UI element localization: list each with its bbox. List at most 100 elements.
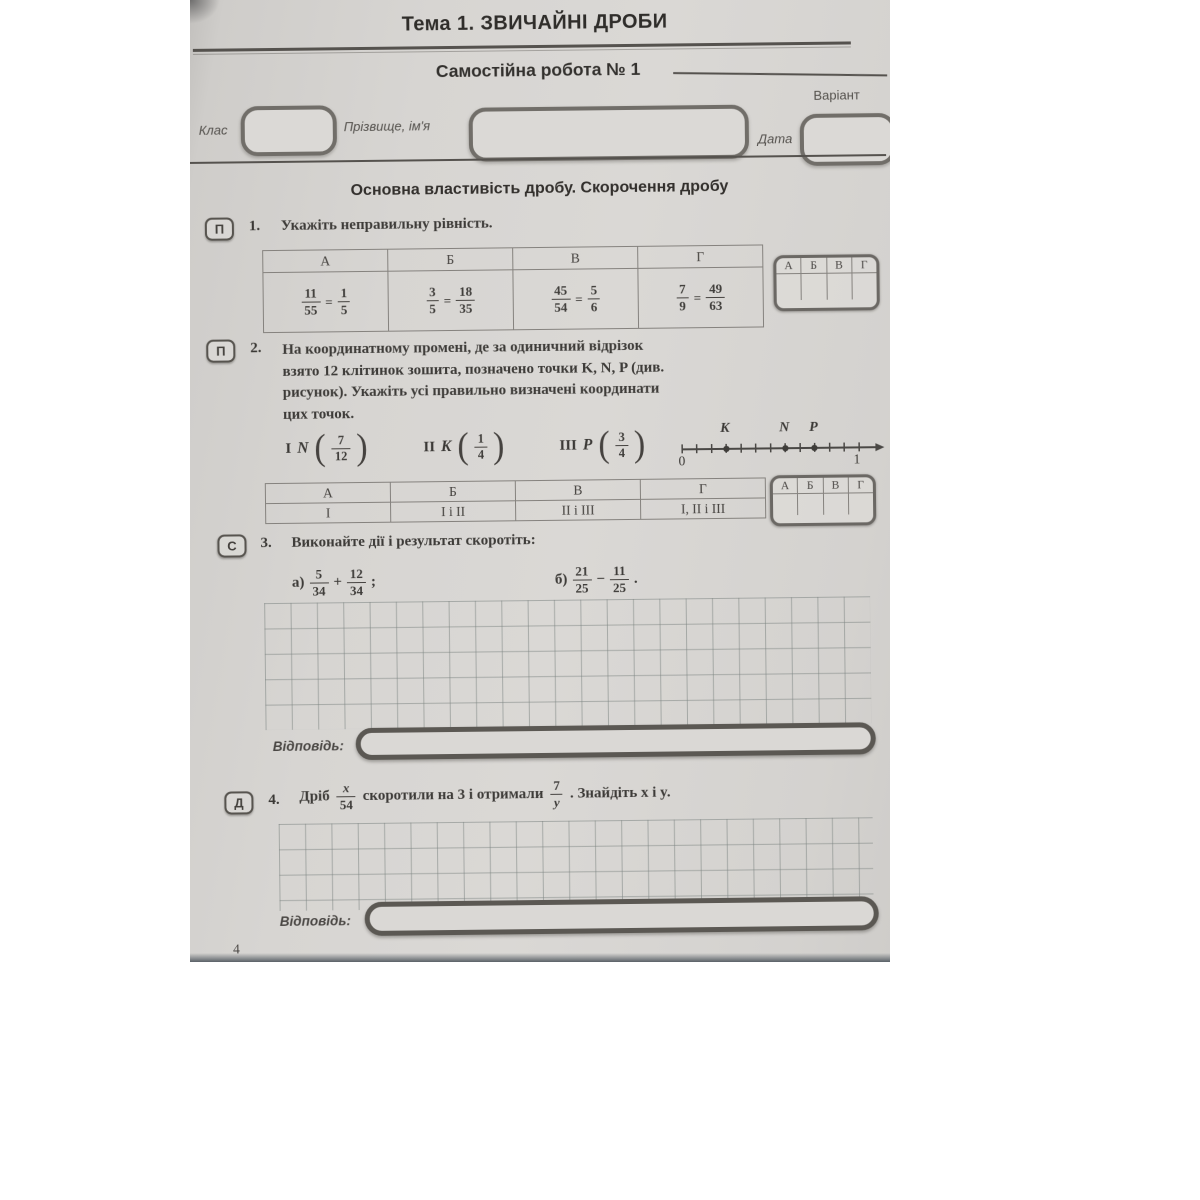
task2-option-v: II і III	[515, 499, 641, 521]
den: 12	[331, 447, 351, 464]
class-input-box[interactable]	[240, 105, 338, 157]
fraction: 11 55	[301, 285, 321, 319]
point-N-dot	[782, 445, 788, 451]
point-label: P	[582, 436, 593, 454]
grid-letter-b: Б	[801, 257, 827, 274]
task1-answer-cell-v[interactable]	[826, 273, 853, 300]
point-N-label: N	[779, 420, 790, 436]
task4-answer-label: Відповідь:	[279, 913, 351, 929]
den: 35	[456, 299, 476, 317]
den: 6	[587, 298, 601, 316]
num: 3	[618, 429, 625, 444]
task4-text-mid: скоротили на 3 і отримали	[362, 785, 544, 804]
task3-answer-box[interactable]	[355, 722, 876, 761]
task3-answer-label: Відповідь:	[272, 738, 344, 755]
task1-answer-cell-a[interactable]	[776, 274, 802, 301]
date-input-box[interactable]	[799, 112, 890, 167]
task3-number: 3.	[260, 535, 272, 552]
period: .	[633, 570, 638, 587]
fraction: 45 54	[551, 282, 571, 316]
num: 7	[679, 281, 686, 297]
num: 45	[554, 282, 568, 298]
ray-arrow	[875, 442, 885, 451]
num: 11	[613, 562, 626, 578]
task2-col-b: Б	[390, 480, 516, 503]
equals-sign: =	[693, 289, 702, 305]
num: 1	[340, 285, 348, 301]
den: 63	[706, 296, 726, 315]
task2-col-g: Г	[640, 477, 766, 500]
grid-letter-a: А	[772, 478, 799, 494]
name-label: Прізвище, ім'я	[343, 118, 431, 135]
ray-zero-label: 0	[678, 453, 686, 469]
task4-text-end: . Знайдіть x і y.	[569, 784, 671, 802]
semicolon: ;	[370, 573, 377, 590]
task2-number: 2.	[250, 340, 262, 357]
minus-sign: −	[596, 570, 606, 587]
roman-numeral: III	[559, 437, 577, 454]
section-title: Основна властивість дробу. Скорочення др…	[350, 177, 729, 200]
den: 34	[309, 581, 329, 600]
task1-col-b: Б	[387, 247, 513, 272]
task2-col-v: В	[515, 479, 641, 501]
task2-options-table: А Б В Г I I і II II і III I, II і III	[265, 477, 766, 524]
task2-answer-cell-v[interactable]	[823, 493, 849, 515]
den: 54	[551, 298, 571, 316]
task1-answer-cell-g[interactable]	[852, 273, 877, 299]
den: 54	[336, 795, 356, 813]
task3-expression-b: б) 21 25 − 11 25 .	[555, 558, 638, 601]
grid-letter-a: А	[776, 258, 802, 274]
task1-text: Укажіть неправильну рівність.	[280, 215, 493, 234]
task2-answer-cell-b[interactable]	[798, 493, 824, 516]
task4-text-start: Дріб	[299, 787, 330, 805]
fraction: 11 25	[609, 562, 630, 596]
task1-number: 1.	[248, 218, 261, 235]
task2-option-g: I, II і III	[640, 497, 766, 520]
task4-answer-box[interactable]	[364, 896, 879, 937]
fraction: 5 34	[309, 566, 329, 600]
task2-col-a: А	[265, 482, 391, 504]
num: 11	[304, 285, 317, 301]
point-label: K	[440, 438, 452, 456]
paren-open: (	[457, 426, 469, 467]
fraction: 12 34	[346, 565, 367, 599]
date-label: Дата	[757, 131, 793, 147]
num: 5	[590, 282, 598, 298]
roman-numeral: II	[423, 438, 436, 455]
task2-option-b: I і II	[390, 500, 516, 523]
grid-letter-v: В	[826, 257, 853, 273]
task3-work-grid[interactable]	[264, 596, 872, 731]
name-input-box[interactable]	[468, 104, 750, 162]
task1-col-g: Г	[637, 244, 763, 269]
paren-close: )	[356, 427, 368, 468]
page-number: 4	[232, 941, 240, 957]
fraction: 49 63	[706, 281, 726, 315]
task2-statement-1: I N ( 7 12 )	[285, 424, 368, 473]
num: 21	[575, 562, 589, 579]
den: 25	[609, 578, 630, 596]
task2-level-badge: П	[206, 339, 236, 363]
task1-answer-cell-b[interactable]	[801, 273, 828, 301]
class-label: Клас	[198, 122, 228, 138]
task2-answer-cell-a[interactable]	[772, 494, 799, 516]
worksheet-content: Тема 1. ЗВИЧАЙНІ ДРОБИ Самостійна робота…	[190, 0, 890, 962]
part-b-label: б)	[554, 571, 568, 588]
num: 12	[349, 565, 363, 581]
den: 5	[337, 301, 351, 319]
paren-open: (	[598, 424, 610, 465]
task4-level-badge: Д	[224, 791, 254, 815]
fraction: 7 12	[331, 433, 351, 464]
den: 4	[474, 446, 488, 463]
grid-letter-v: В	[823, 477, 849, 493]
task2-answer-cell-g[interactable]	[849, 493, 873, 514]
part-a-label: а)	[291, 574, 305, 591]
paren-close: )	[492, 425, 505, 466]
